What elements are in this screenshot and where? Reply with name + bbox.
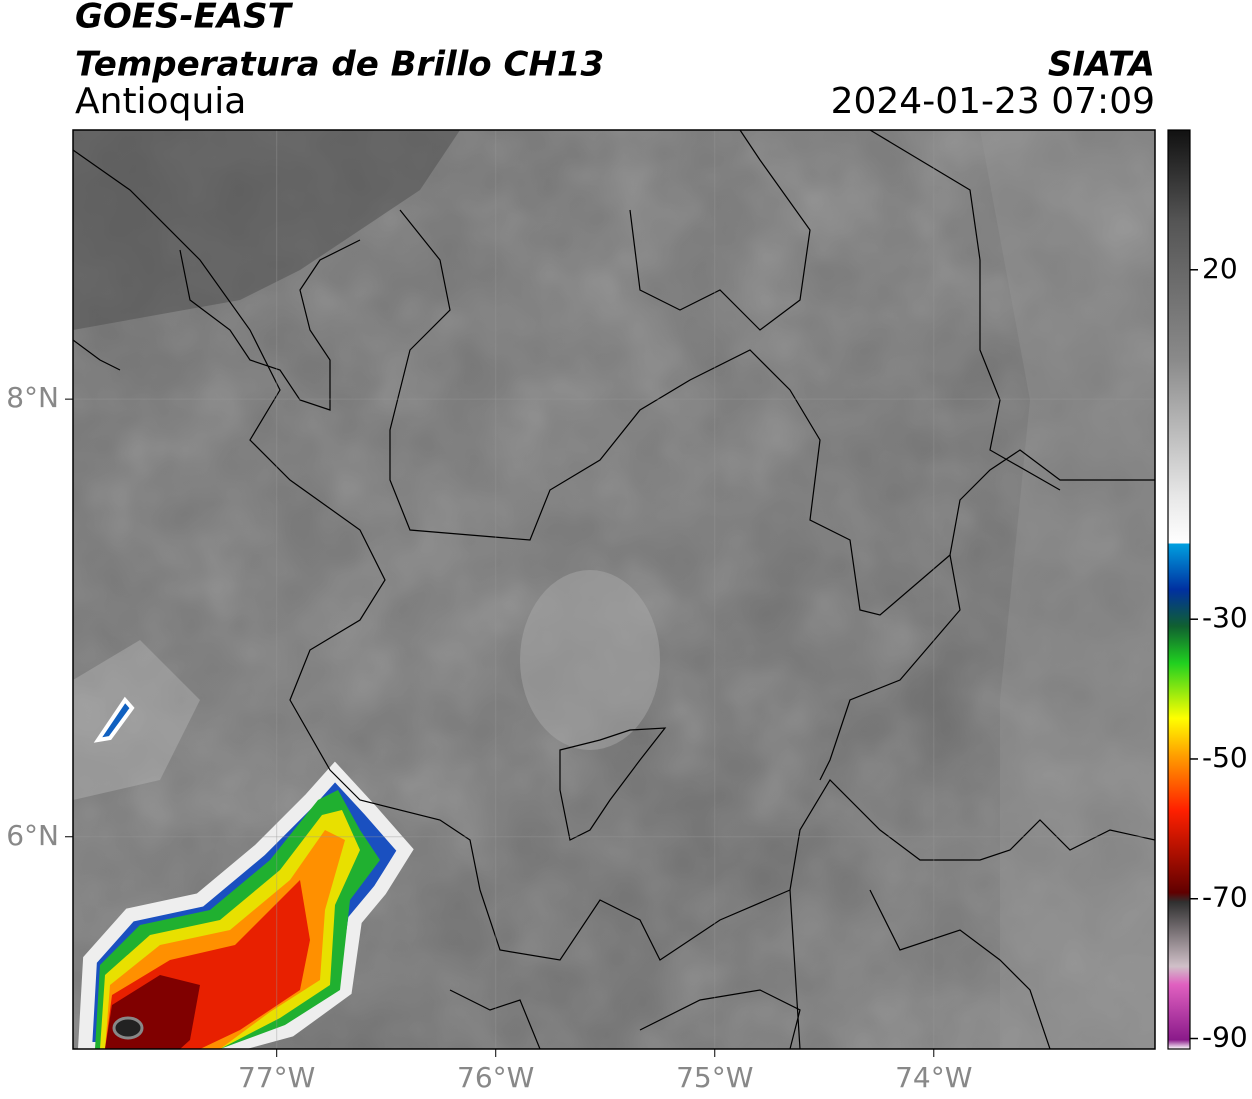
lat-label: 8°N — [6, 381, 59, 414]
datetime: 2024-01-23 07:09 — [831, 81, 1155, 122]
lon-label: 76°W — [457, 1061, 534, 1094]
colorbar-label: -50 — [1202, 741, 1248, 774]
lon-label: 74°W — [895, 1061, 972, 1094]
lon-label: 77°W — [238, 1061, 315, 1094]
colorbar-label: -70 — [1202, 881, 1248, 914]
lon-label: 75°W — [676, 1061, 753, 1094]
graticule — [73, 130, 1155, 1049]
colorbar-label: -30 — [1202, 601, 1248, 634]
colorbar-label: 20 — [1202, 252, 1238, 285]
title: GOES-EAST — [75, 0, 294, 37]
map-image — [73, 130, 1155, 1049]
lat-label: 6°N — [6, 819, 59, 852]
subtitle: Temperatura de Brillo CH13 — [75, 45, 604, 85]
source: SIATA — [1048, 45, 1155, 85]
map-frame — [72, 129, 1156, 1050]
colorbar-label: -90 — [1202, 1021, 1248, 1054]
colorbar — [1167, 129, 1191, 1050]
region: Antioquia — [75, 81, 246, 122]
